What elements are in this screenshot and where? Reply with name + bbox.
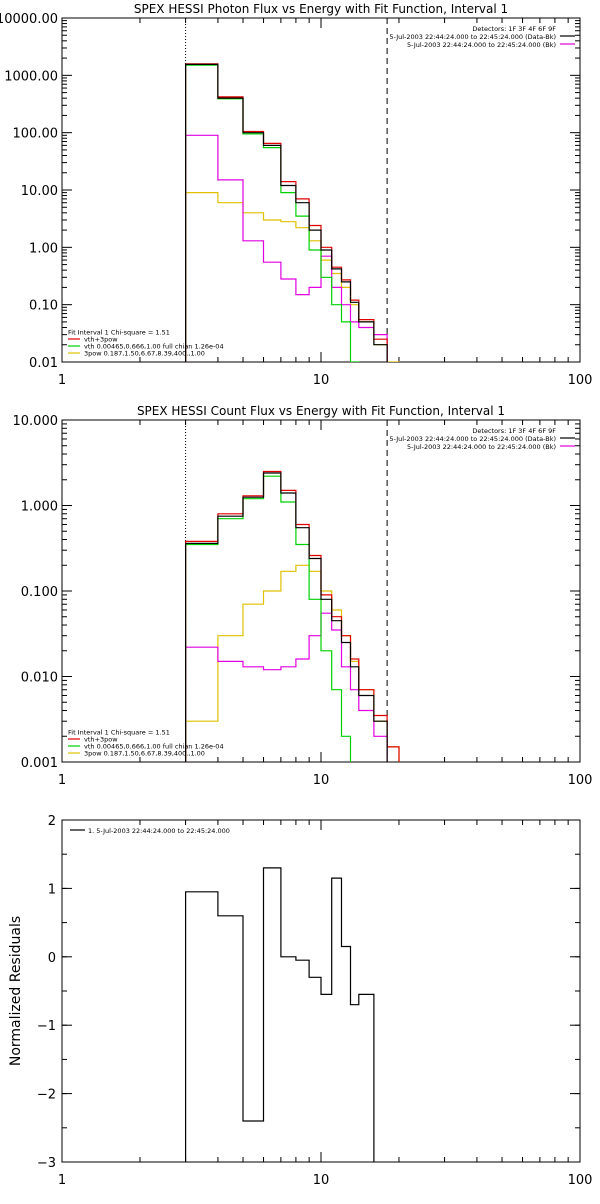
series-line-3	[185, 475, 352, 762]
y-tick-label: 10000.00	[0, 12, 58, 27]
y-tick-label: 0.001	[21, 756, 58, 771]
y-tick-label: −3	[37, 1156, 56, 1171]
series-line-3	[185, 64, 360, 362]
plot-frame	[61, 17, 581, 363]
chart-title: SPEX HESSI Photon Flux vs Energy with Fi…	[134, 2, 508, 16]
x-tick-label: 10	[313, 373, 330, 388]
y-tick-label: 10.00	[21, 184, 58, 199]
legend-top-entry: 5-Jul-2003 22:44:24.000 to 22:45:24.000 …	[407, 41, 556, 49]
y-axis-label: Normalized Residuals	[8, 916, 24, 1066]
chart-panel-1: SPEX HESSI Photon Flux vs Energy with Fi…	[0, 2, 592, 388]
x-tick-label: 100	[568, 1173, 593, 1188]
legend-top-entry: 1. 5-Jul-2003 22:44:24.000 to 22:45:24.0…	[88, 827, 230, 835]
legend-top-entry: 5-Jul-2003 22:44:24.000 to 22:45:24.000 …	[389, 435, 556, 443]
series-line-1	[185, 63, 388, 362]
y-tick-label: 0.100	[21, 585, 58, 600]
x-tick-label: 100	[568, 373, 593, 388]
x-tick-label: 10	[313, 1173, 330, 1188]
y-tick-label: −2	[37, 1088, 56, 1103]
chart-title: SPEX HESSI Count Flux vs Energy with Fit…	[137, 404, 505, 418]
y-tick-label: −1	[37, 1019, 56, 1034]
chart-panel-2: SPEX HESSI Count Flux vs Energy with Fit…	[13, 404, 593, 788]
x-tick-label: 1	[58, 773, 66, 788]
series-line-4	[185, 192, 400, 362]
y-tick-label: 0.010	[21, 671, 58, 686]
series-line-5	[185, 134, 388, 362]
legend-top-entry: Detectors: 1F 3F 4F 6F 9F	[472, 427, 556, 435]
legend-bottom-entry: Fit Interval 1 Chi-square = 1.51	[68, 329, 170, 337]
series-line-1	[185, 472, 388, 762]
legend-bottom-entry: vth+3pow	[84, 336, 118, 344]
y-tick-label: 10.000	[13, 414, 59, 429]
x-tick-label: 100	[568, 773, 593, 788]
x-tick-label: 1	[58, 1173, 66, 1188]
series-line-5	[185, 612, 388, 762]
legend-bottom-entry: vth+3pow	[84, 736, 118, 744]
y-tick-label: 1000.00	[4, 69, 58, 84]
y-tick-label: 0	[48, 951, 56, 966]
y-tick-label: 1	[48, 882, 56, 897]
y-tick-label: 100.00	[13, 127, 59, 142]
legend-top-entry: Detectors: 1F 3F 4F 6F 9F	[472, 25, 556, 33]
y-tick-label: 0.01	[29, 356, 58, 371]
y-tick-label: 2	[48, 814, 56, 829]
x-tick-label: 1	[58, 373, 66, 388]
y-tick-label: 0.10	[29, 299, 58, 314]
legend-bottom-entry: Fit Interval 1 Chi-square = 1.51	[68, 729, 170, 737]
series-line-4	[185, 564, 400, 762]
legend-bottom-entry: vth 0.00465,0.666,1.00 full chian 1.26e-…	[84, 743, 224, 751]
x-tick-label: 10	[313, 773, 330, 788]
y-tick-label: 1.00	[29, 241, 58, 256]
y-tick-label: 1.000	[21, 500, 58, 515]
legend-top-entry: 5-Jul-2003 22:44:24.000 to 22:45:24.000 …	[389, 33, 556, 41]
legend-bottom-entry: 3pow 0.187,1.50,6.67,8.39,400.,1.00	[84, 750, 205, 758]
series-line-1	[185, 867, 375, 1162]
legend-bottom-entry: 3pow 0.187,1.50,6.67,8.39,400.,1.00	[84, 350, 205, 358]
legend-top-entry: 5-Jul-2003 22:44:24.000 to 22:45:24.000 …	[407, 443, 556, 451]
legend-bottom-entry: vth 0.00465,0.666,1.00 full chian 1.26e-…	[84, 343, 224, 351]
